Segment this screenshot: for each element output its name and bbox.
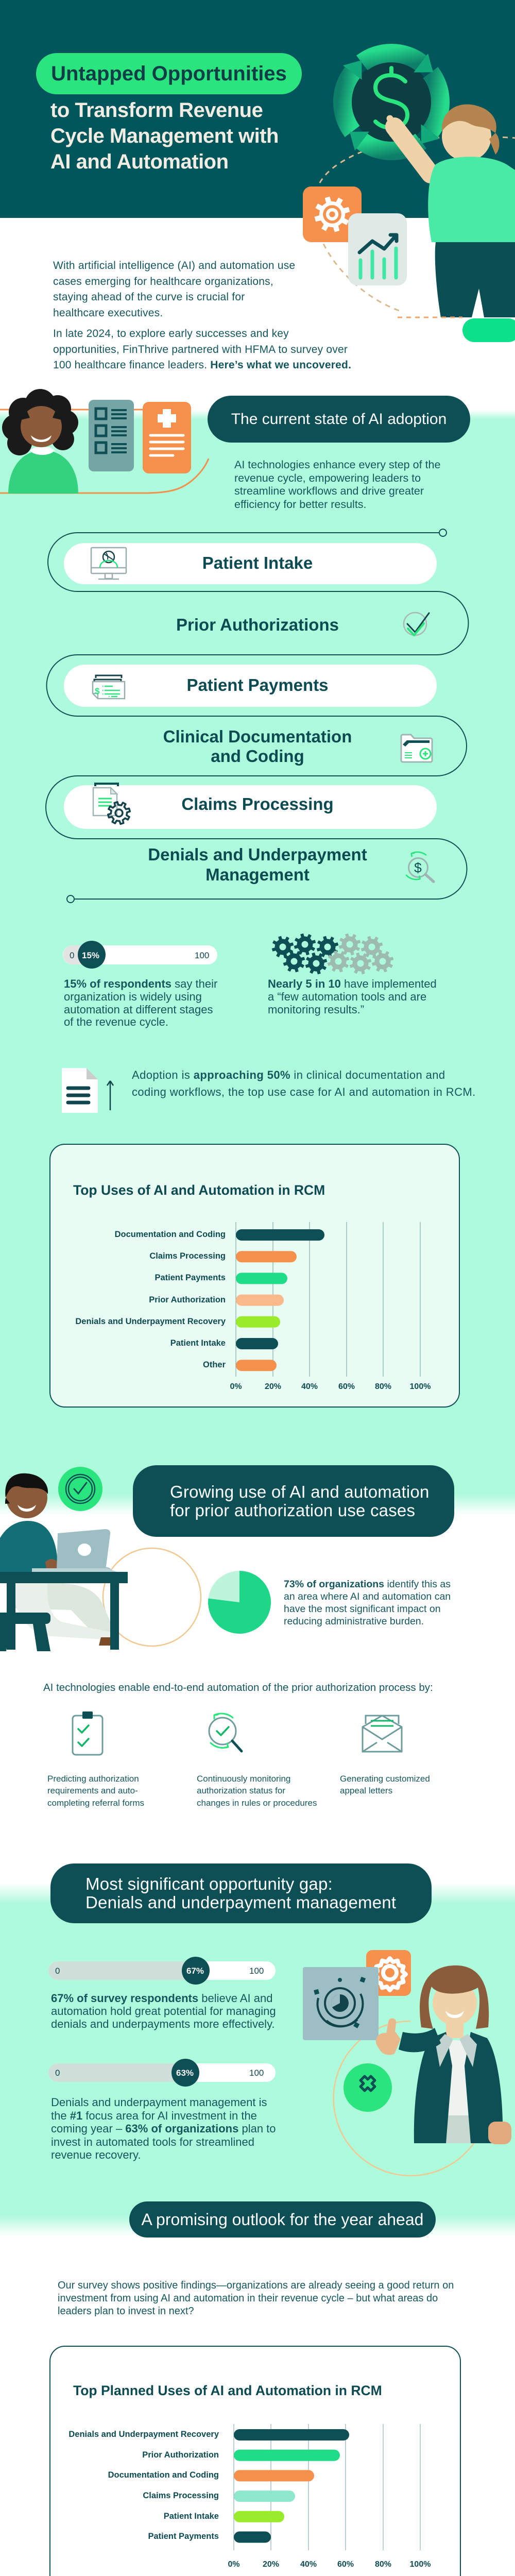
- svg-text:100: 100: [249, 2068, 264, 2078]
- svg-text:Prior Authorization: Prior Authorization: [149, 1295, 226, 1304]
- svg-text:0: 0: [70, 951, 74, 960]
- svg-text:Other: Other: [203, 1360, 226, 1369]
- svg-text:80%: 80%: [375, 2560, 391, 2569]
- svg-text:Denials and Underpayment Recov: Denials and Underpayment Recovery: [68, 2430, 219, 2439]
- svg-text:$: $: [414, 860, 422, 876]
- svg-text:Documentation and Coding: Documentation and Coding: [108, 2470, 219, 2480]
- svg-text:0: 0: [55, 1966, 60, 1976]
- svg-text:20%: 20%: [265, 1382, 281, 1391]
- svg-text:Claims Processing: Claims Processing: [149, 1251, 226, 1261]
- svg-text:80%: 80%: [375, 1382, 391, 1391]
- svg-text:15%: 15%: [82, 951, 99, 960]
- svg-text:40%: 40%: [300, 2560, 317, 2569]
- svg-text:60%: 60%: [338, 1382, 355, 1391]
- svg-text:Patient Payments: Patient Payments: [154, 1273, 226, 1282]
- svg-text:Documentation and Coding: Documentation and Coding: [115, 1230, 226, 1239]
- svg-text:63%: 63%: [176, 2068, 194, 2078]
- svg-text:20%: 20%: [263, 2560, 279, 2569]
- svg-text:Patient Intake: Patient Intake: [164, 2512, 219, 2521]
- svg-text:0%: 0%: [230, 1382, 242, 1391]
- svg-text:40%: 40%: [301, 1382, 318, 1391]
- svg-text:0%: 0%: [228, 2560, 239, 2569]
- svg-text:100%: 100%: [410, 1382, 431, 1391]
- svg-text:67%: 67%: [186, 1966, 204, 1976]
- svg-text:60%: 60%: [337, 2560, 354, 2569]
- svg-text:0: 0: [55, 2068, 60, 2078]
- svg-text:100%: 100%: [410, 2560, 431, 2569]
- svg-text:100: 100: [195, 951, 209, 960]
- svg-text:$: $: [95, 686, 100, 696]
- svg-text:Patient Intake: Patient Intake: [170, 1338, 226, 1348]
- svg-text:Denials and Underpayment Recov: Denials and Underpayment Recovery: [75, 1317, 226, 1326]
- svg-text:100: 100: [249, 1966, 264, 1976]
- svg-text:Patient Payments: Patient Payments: [148, 2532, 219, 2541]
- svg-text:Prior Authorization: Prior Authorization: [142, 2450, 219, 2460]
- svg-text:Claims Processing: Claims Processing: [143, 2491, 219, 2500]
